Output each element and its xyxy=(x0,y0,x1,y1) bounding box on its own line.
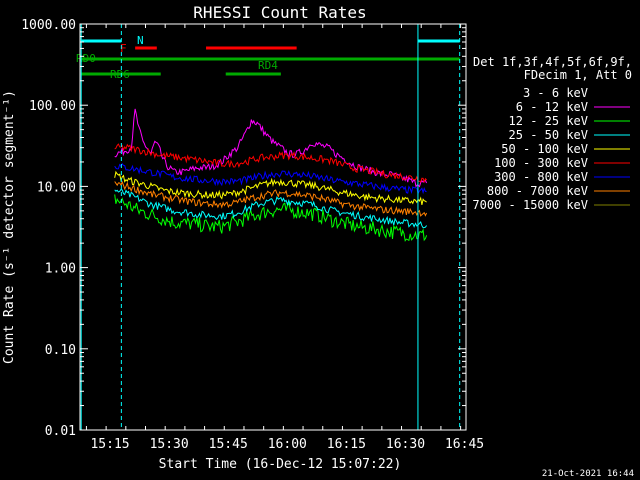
legend-label-3: 25 - 50 keV xyxy=(509,128,588,142)
x-tick-label-0: 15:15 xyxy=(90,437,129,452)
series-line-0 xyxy=(114,114,428,230)
y-tick-label-1: 100.00 xyxy=(29,99,76,114)
series-layer xyxy=(114,108,428,242)
series-line-6 xyxy=(114,162,427,195)
y-tick-label-0: 1000.00 xyxy=(21,18,76,33)
y-tick-label-3: 1.00 xyxy=(45,262,76,277)
x-axis: 15:15 15:30 15:45 16:00 16:15 16:30 16:45 xyxy=(85,24,484,452)
x-tick-label-3: 16:00 xyxy=(268,437,307,452)
x-tick-label-5: 16:30 xyxy=(386,437,425,452)
legend-label-8: 7000 - 15000 keV xyxy=(472,198,588,212)
event-lines xyxy=(80,24,461,430)
x-tick-label-4: 16:15 xyxy=(327,437,366,452)
legend-label-2: 12 - 25 keV xyxy=(509,114,588,128)
flag-label-n: N xyxy=(137,34,144,47)
plot-frame xyxy=(79,23,467,431)
series-line-7 xyxy=(114,180,428,217)
x-tick-label-2: 15:45 xyxy=(209,437,248,452)
x-axis-label: Start Time (16-Dec-12 15:07:22) xyxy=(159,457,402,472)
flag-bars: RD0 RD6 RD4 FN xyxy=(76,34,460,81)
legend: Det 1f,3f,4f,5f,6f,9f, FDecim 1, Att 0 3… xyxy=(472,55,632,212)
legend-label-4: 50 - 100 keV xyxy=(501,142,588,156)
timestamp: 21-Oct-2021 16:44 xyxy=(542,469,634,479)
series-line-1 xyxy=(114,108,428,188)
y-tick-label-2: 10.00 xyxy=(37,180,76,195)
legend-label-1: 6 - 12 keV xyxy=(516,100,588,114)
legend-label-7: 800 - 7000 keV xyxy=(487,184,588,198)
series-line-5 xyxy=(114,143,427,184)
legend-label-6: 300 - 800 keV xyxy=(494,170,588,184)
legend-header-line-1: Det 1f,3f,4f,5f,6f,9f, xyxy=(473,55,632,69)
series-line-3 xyxy=(114,188,428,229)
legend-label-5: 100 - 300 keV xyxy=(494,156,588,170)
flag-label-rd0: RD0 xyxy=(76,52,96,65)
flag-label-rd6: RD6 xyxy=(110,68,130,81)
flag-label-rd4: RD4 xyxy=(258,59,278,72)
flag-label-f: F xyxy=(120,42,127,55)
x-tick-label-1: 15:30 xyxy=(150,437,189,452)
y-axis: 1000.00 100.00 10.00 1.00 0.10 0.01 xyxy=(21,18,466,439)
series-line-2 xyxy=(114,194,428,242)
y-tick-label-4: 0.10 xyxy=(45,343,76,358)
y-tick-label-5: 0.01 xyxy=(45,424,76,439)
legend-header-line-2: FDecim 1, Att 0 xyxy=(524,68,632,82)
series-line-4 xyxy=(114,170,427,206)
x-tick-label-6: 16:45 xyxy=(445,437,484,452)
y-axis-label: Count Rate (s⁻¹ detector segment⁻¹) xyxy=(2,90,17,364)
legend-label-0: 3 - 6 keV xyxy=(523,86,588,100)
chart-title: RHESSI Count Rates xyxy=(193,3,366,22)
